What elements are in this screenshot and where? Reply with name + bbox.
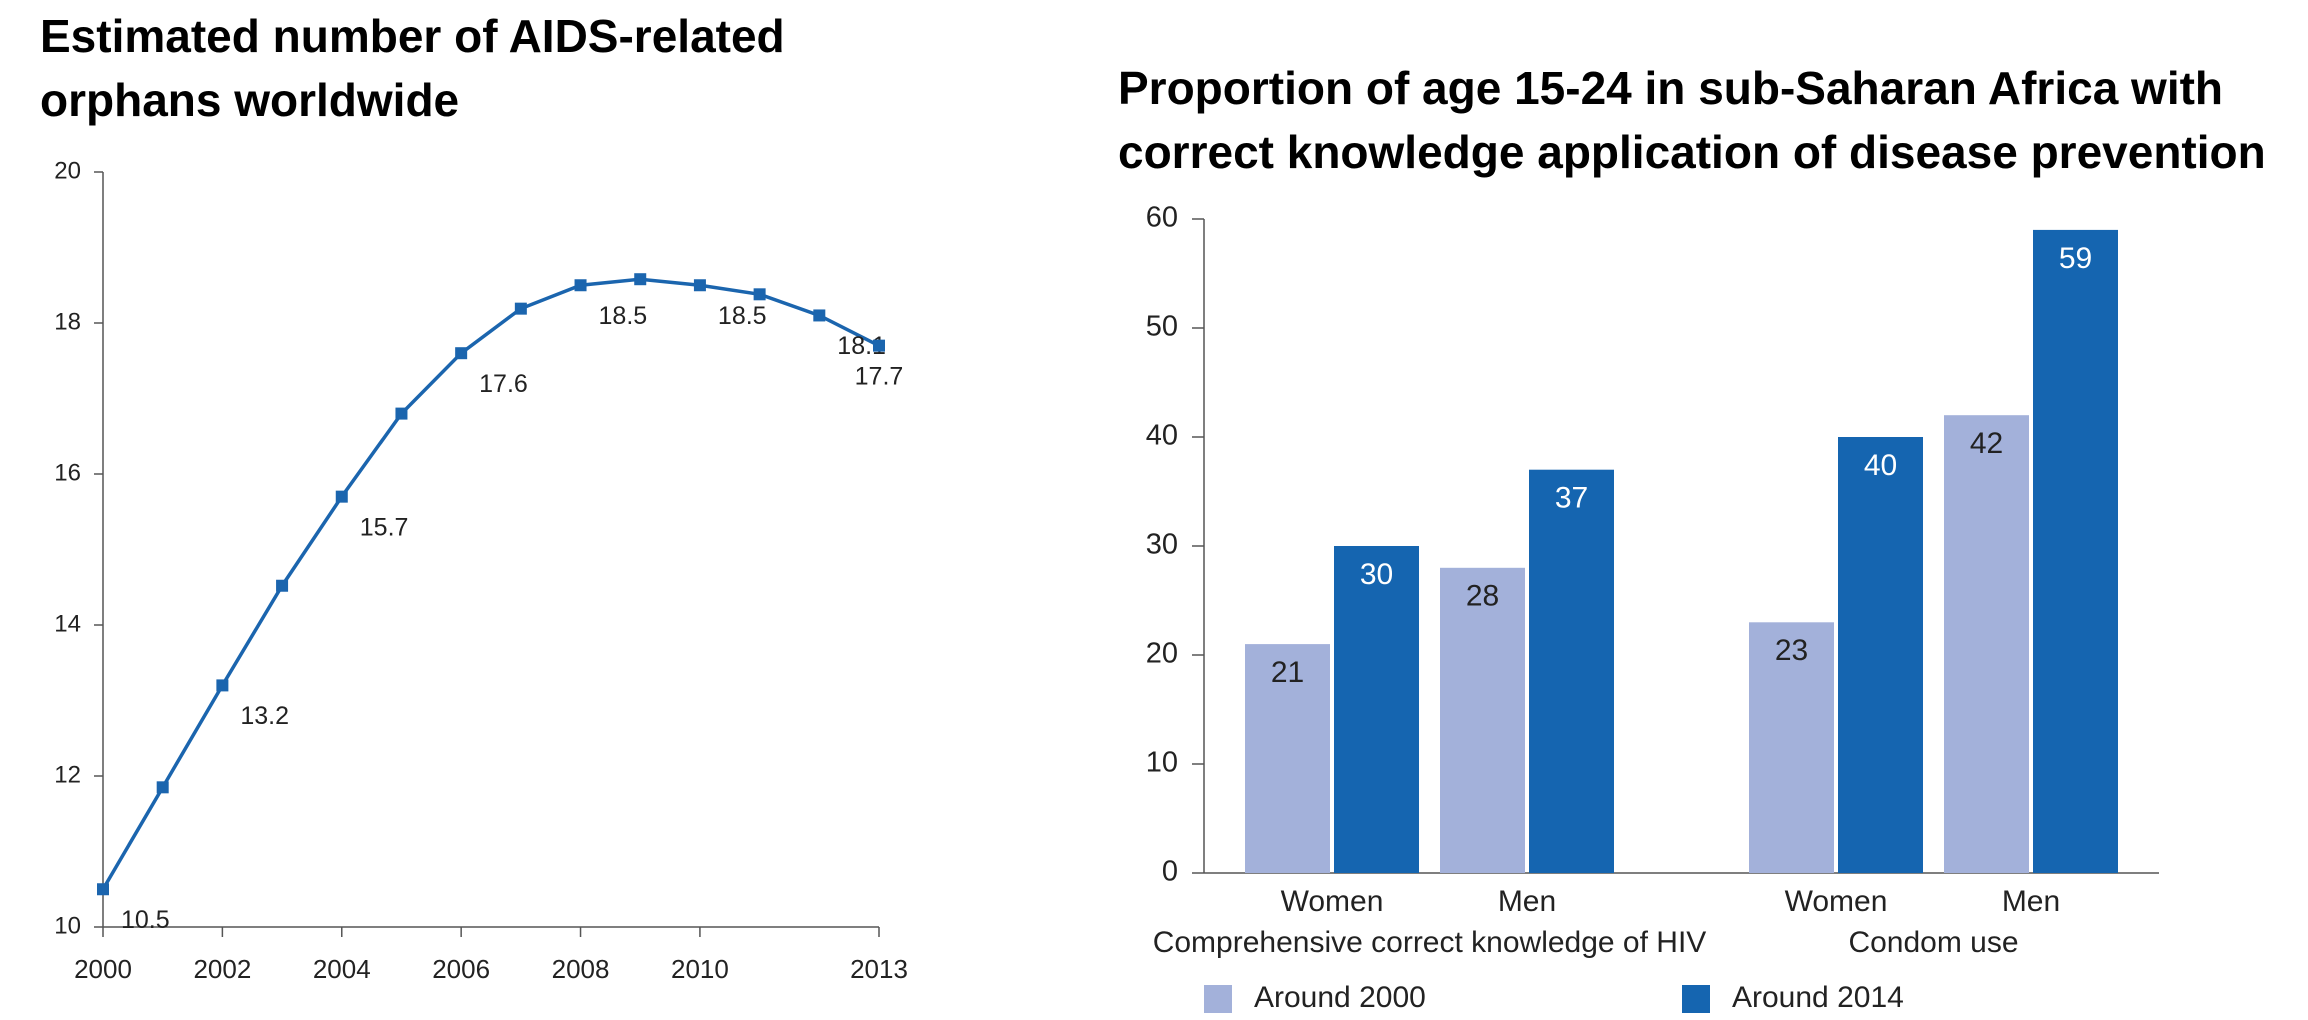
bar bbox=[1944, 415, 2029, 873]
y-tick-label: 18 bbox=[54, 308, 81, 335]
legend-swatch bbox=[1682, 985, 1710, 1013]
chart-title: Estimated number of AIDS-related orphans… bbox=[40, 10, 785, 126]
marker bbox=[813, 309, 826, 322]
x-tick-label: Women bbox=[1281, 885, 1384, 918]
x-tick-label: Men bbox=[2002, 885, 2060, 918]
legend-label: Around 2000 bbox=[1254, 981, 1426, 1014]
y-tick-label: 20 bbox=[1146, 638, 1178, 670]
y-tick-label: 12 bbox=[54, 761, 81, 788]
x-tick-label: Women bbox=[1785, 885, 1888, 918]
x-tick-label: Men bbox=[1498, 885, 1556, 918]
x-tick-label: 2013 bbox=[850, 954, 908, 984]
bar bbox=[1245, 644, 1330, 873]
bar bbox=[1529, 469, 1614, 873]
x-tick-label: 2008 bbox=[552, 954, 610, 984]
x-tick-label: 2004 bbox=[313, 954, 371, 984]
line bbox=[101, 277, 880, 891]
y-tick-label: 20 bbox=[54, 157, 81, 184]
marker bbox=[276, 579, 289, 592]
bar bbox=[1440, 567, 1525, 873]
data-label: 23 bbox=[1775, 634, 1808, 667]
data-label: 59 bbox=[2059, 242, 2092, 275]
y-tick-label: 30 bbox=[1146, 529, 1178, 561]
marker bbox=[753, 288, 766, 301]
data-label: 21 bbox=[1271, 656, 1304, 689]
data-label: 18.5 bbox=[599, 302, 648, 330]
y-tick-label: 0 bbox=[1162, 856, 1178, 888]
marker bbox=[97, 883, 109, 896]
data-label: 37 bbox=[1555, 482, 1588, 515]
title-box: Estimated number of AIDS-related orphans… bbox=[40, 10, 785, 126]
y-tick-label: 10 bbox=[54, 912, 81, 939]
y-tick-label: 10 bbox=[1146, 747, 1178, 779]
data-label: 40 bbox=[1864, 449, 1897, 482]
marker bbox=[395, 407, 408, 420]
bar bbox=[1334, 546, 1419, 873]
marker bbox=[335, 490, 348, 503]
data-label: 13.2 bbox=[240, 702, 289, 730]
data-label: 30 bbox=[1360, 558, 1393, 591]
x-tick-label: 2002 bbox=[193, 954, 251, 984]
group-label: Comprehensive correct knowledge of HIV bbox=[1153, 926, 1707, 959]
title-box: Proportion of age 15-24 in sub-Saharan A… bbox=[1118, 62, 2266, 178]
x-tick-label: 2006 bbox=[432, 954, 490, 984]
bar bbox=[1838, 437, 1923, 873]
marker bbox=[634, 273, 647, 286]
y-tick-label: 50 bbox=[1146, 311, 1178, 343]
bar bbox=[1749, 622, 1834, 873]
y-tick-label: 60 bbox=[1146, 202, 1178, 234]
data-label: 17.6 bbox=[479, 370, 528, 398]
marker bbox=[216, 679, 229, 692]
legend-swatch bbox=[1204, 985, 1232, 1013]
marker bbox=[873, 339, 885, 352]
marker bbox=[574, 279, 587, 292]
group-label: Condom use bbox=[1848, 926, 2018, 959]
data-label: 18.5 bbox=[718, 302, 767, 330]
marker bbox=[455, 347, 468, 360]
x-tick-label: 2010 bbox=[671, 954, 729, 984]
y-tick-label: 40 bbox=[1146, 420, 1178, 452]
x-tick-label: 2000 bbox=[74, 954, 132, 984]
marker bbox=[693, 279, 706, 292]
bar bbox=[2033, 229, 2118, 873]
chart-title: Proportion of age 15-24 in sub-Saharan A… bbox=[1118, 62, 2266, 178]
data-label: 42 bbox=[1970, 427, 2003, 460]
data-label: 17.7 bbox=[855, 362, 904, 390]
legend-label: Around 2014 bbox=[1732, 981, 1904, 1014]
data-label: 10.5 bbox=[121, 906, 170, 934]
marker bbox=[156, 781, 169, 794]
marker bbox=[514, 302, 527, 315]
data-label: 28 bbox=[1466, 580, 1499, 613]
data-label: 15.7 bbox=[360, 513, 409, 541]
y-tick-label: 14 bbox=[54, 610, 81, 637]
y-tick-label: 16 bbox=[54, 459, 81, 486]
